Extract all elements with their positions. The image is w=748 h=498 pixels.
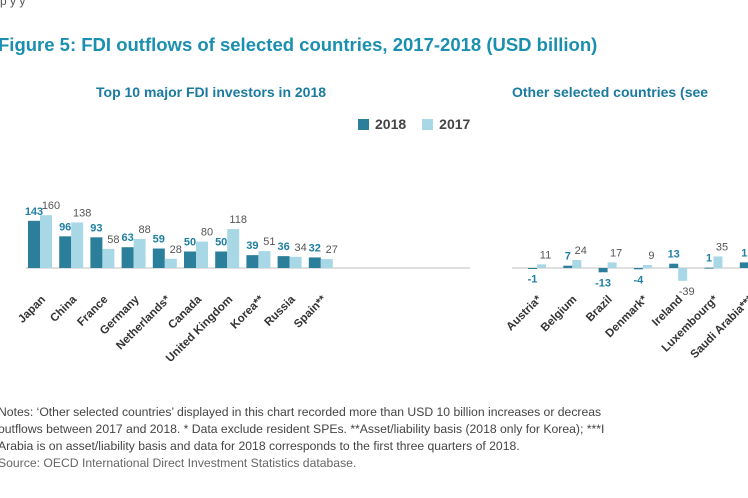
bar-2018-spain — [308, 257, 321, 268]
legend-swatch-2018 — [358, 118, 369, 130]
label-2017-luxembourg: 35 — [716, 241, 728, 253]
right-panel-title: Other selected countries (see — [512, 84, 709, 100]
bar-2018-japan — [28, 220, 40, 268]
label-2017-canada: 80 — [201, 227, 213, 239]
label-2018-austria: -1 — [528, 273, 538, 285]
label-2018-germany: 63 — [121, 232, 133, 244]
label-2018-netherlands: 59 — [153, 234, 165, 246]
bar-2017-canada — [196, 241, 208, 268]
label-2017-china: 138 — [73, 207, 91, 219]
label-2018-spain: 32 — [309, 242, 321, 254]
label-2017-united-kingdom: 118 — [229, 214, 247, 226]
legend-swatch-2017 — [422, 118, 434, 130]
bar-2017-china — [71, 222, 84, 268]
bar-2018-luxembourg — [704, 267, 714, 269]
bar-2018-netherlands — [152, 248, 165, 268]
label-2017-brazil: 17 — [610, 247, 622, 259]
legend-label-2018: 2018 — [375, 116, 407, 132]
bar-2017-russia — [289, 256, 302, 268]
bar-2017-japan — [40, 215, 52, 268]
label-2017-japan: 160 — [42, 200, 60, 212]
figure-title: Figure 5: FDI outflows of selected count… — [0, 34, 598, 55]
bar-2017-denmark — [642, 265, 652, 268]
bar-2018-brazil — [598, 268, 608, 273]
label-2018-united-kingdom: 50 — [215, 237, 227, 249]
notes-block: Notes: ‘Other selected countries’ displa… — [0, 404, 748, 472]
source-line: Source: OECD International Direct Invest… — [0, 456, 357, 470]
label-2018-china: 96 — [59, 221, 71, 233]
bar-2018-united-kingdom — [215, 251, 228, 268]
bar-2018-ireland — [669, 263, 679, 268]
legend-label-2017: 2017 — [439, 116, 471, 132]
label-2017-netherlands: 28 — [170, 244, 182, 256]
bar-2018-germany — [121, 247, 134, 268]
bar-2018-austria — [528, 268, 537, 269]
label-2018-ireland: 13 — [668, 249, 680, 261]
bar-2017-austria — [537, 264, 546, 268]
bar-2017-korea — [258, 251, 271, 268]
notes-line-3: Arabia is on asset/liability basis and d… — [0, 439, 520, 453]
label-2017-korea: 51 — [263, 236, 275, 248]
bar-2017-germany — [133, 238, 146, 268]
tick-label-korea: Korea** — [229, 293, 267, 331]
label-2017-ireland: -39 — [679, 286, 695, 298]
label-2017-spain: 27 — [326, 244, 338, 256]
label-2017-austria: 11 — [540, 249, 551, 261]
tick-label-netherlands: Netherlands* — [114, 293, 173, 352]
notes-line-2: outflows between 2017 and 2018. * Data e… — [0, 422, 605, 436]
label-2017-germany: 88 — [138, 224, 150, 236]
label-2017-france: 58 — [107, 234, 119, 246]
bar-2018-denmark — [633, 268, 643, 270]
cropped-previous-line: p y y — [0, 0, 26, 8]
label-2018-brazil: -13 — [595, 277, 611, 289]
bar-2017-united-kingdom — [227, 229, 240, 268]
tick-label-belgium: Belgium — [539, 294, 580, 335]
bar-2017-brazil — [607, 262, 617, 268]
bar-2018-china — [59, 236, 72, 268]
label-2018-france: 93 — [90, 222, 102, 234]
label-2018-luxembourg: 1 — [706, 253, 712, 265]
label-2018-japan: 143 — [25, 206, 43, 218]
left-panel-title: Top 10 major FDI investors in 2018 — [96, 84, 327, 100]
tick-label-brazil: Brazil — [584, 294, 615, 325]
bar-2017-ireland — [678, 268, 688, 281]
label-2018-russia: 36 — [277, 241, 289, 253]
label-2018-saudi-arabia: 1 — [741, 247, 747, 259]
legend-item-2017: 2017 — [422, 116, 470, 132]
tick-label-ireland: Ireland — [650, 294, 685, 329]
legend: 2018 2017 — [358, 116, 486, 132]
label-2018-korea: 39 — [246, 240, 258, 252]
label-2018-canada: 50 — [184, 237, 196, 249]
tick-label-japan: Japan — [16, 294, 48, 326]
label-2017-belgium: 24 — [575, 245, 587, 257]
bar-2018-france — [90, 237, 103, 268]
notes-line-1: Notes: ‘Other selected countries’ displa… — [0, 405, 602, 419]
tick-label-spain: Spain** — [292, 293, 329, 330]
bar-2017-france — [102, 248, 115, 268]
bar-2017-luxembourg — [713, 256, 723, 268]
tick-label-austria: Austria* — [504, 293, 544, 333]
label-2018-belgium: 7 — [565, 251, 571, 263]
bar-2017-belgium — [572, 260, 582, 268]
bar-2017-spain — [320, 259, 333, 268]
bar-2018-canada — [184, 251, 196, 268]
bar-2018-russia — [277, 256, 290, 268]
bar-2018-belgium — [563, 265, 573, 268]
legend-item-2018: 2018 — [358, 116, 406, 132]
label-2017-denmark: 9 — [648, 250, 654, 262]
bar-2018-korea — [246, 255, 259, 268]
bar-2018-saudi-arabia — [739, 262, 748, 268]
bar-2017-netherlands — [164, 258, 177, 268]
label-2018-denmark: -4 — [634, 274, 645, 286]
label-2017-russia: 34 — [294, 242, 306, 254]
